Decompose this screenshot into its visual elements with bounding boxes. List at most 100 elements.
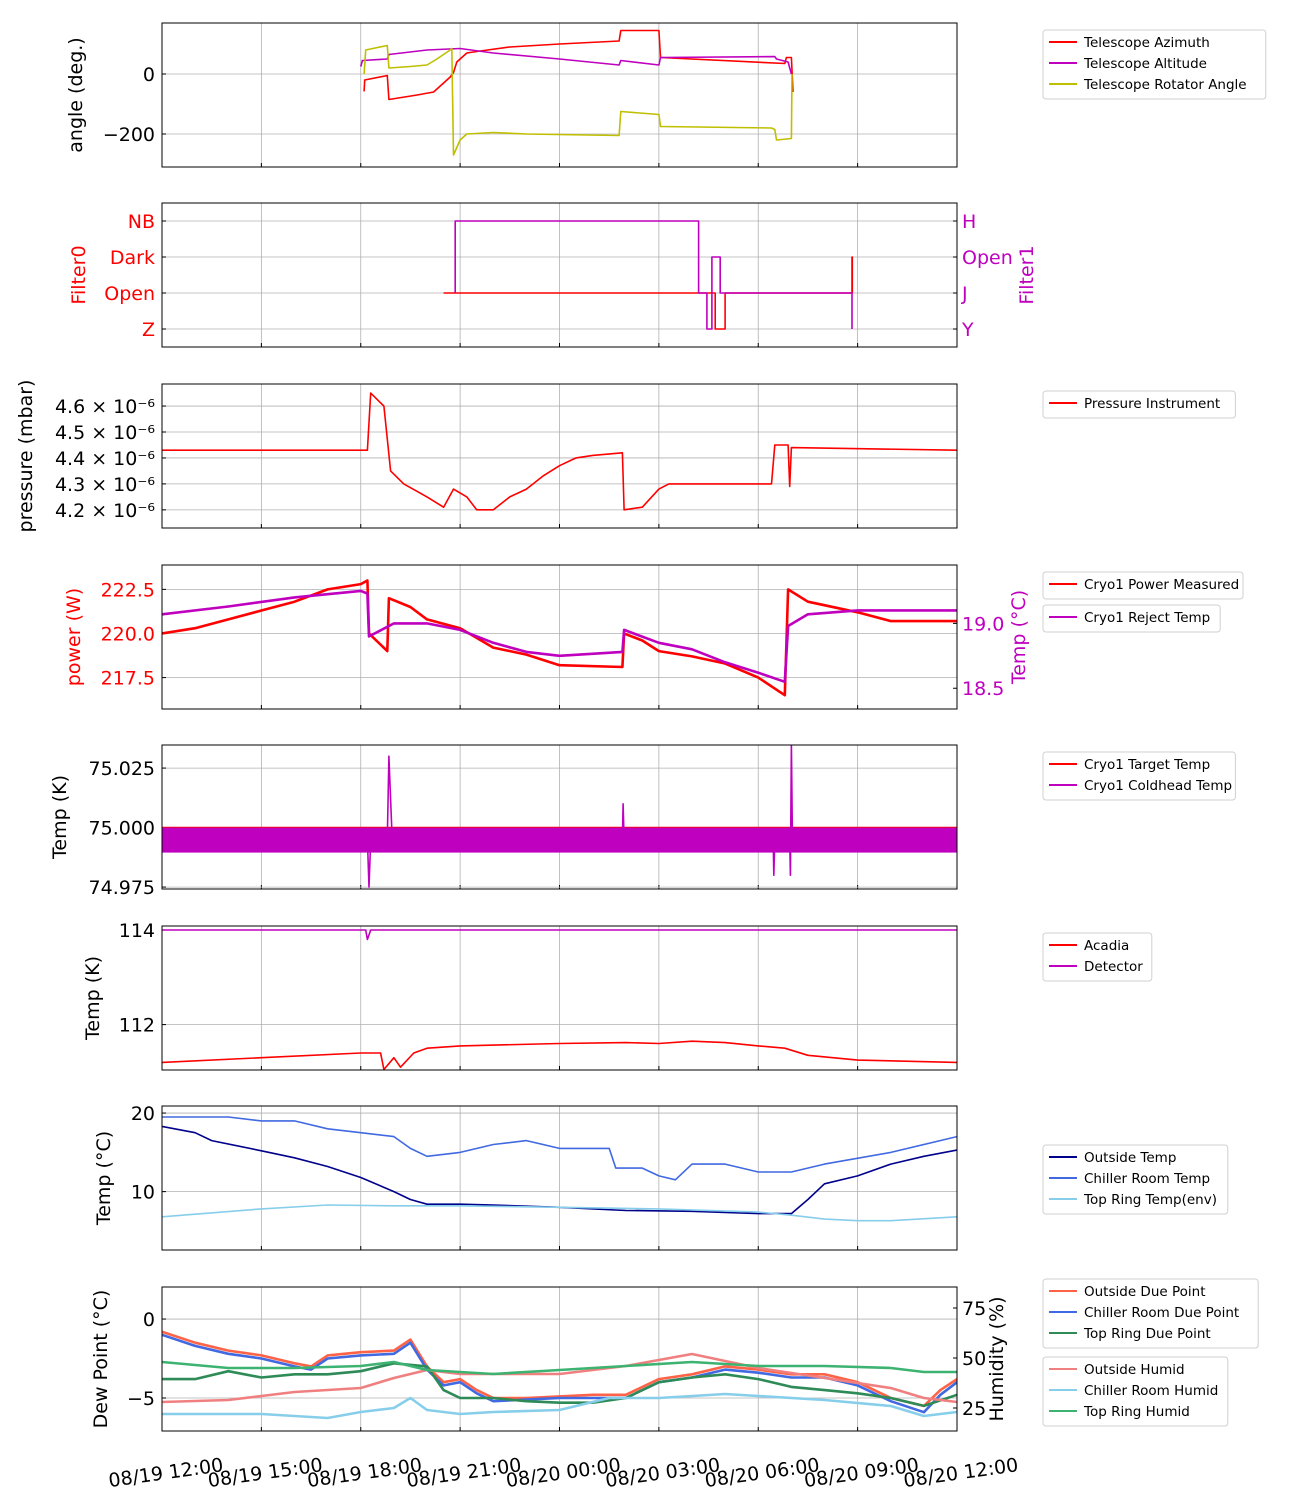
right-y-tick-label: H — [962, 211, 976, 233]
panel-6: 112 114 Temp (K) Acadia Detector — [82, 920, 1153, 1071]
right-y-tick-label: 25 — [962, 1398, 986, 1420]
legend: Pressure Instrument — [1042, 390, 1236, 419]
legend-label: Outside Humid — [1084, 1362, 1185, 1378]
y-axis-label: power (W) — [63, 588, 85, 686]
legend-box — [1042, 29, 1267, 100]
y-axis-label: angle (deg.) — [65, 37, 87, 152]
y-tick-label: −200 — [103, 124, 155, 146]
series-group — [162, 929, 957, 1070]
legend: Cryo1 Target Temp Cryo1 Coldhead Temp — [1042, 751, 1236, 801]
legend-box — [1042, 1144, 1229, 1215]
axes-frame — [161, 744, 958, 890]
y-axis-label: pressure (mbar) — [15, 380, 37, 533]
legend-label: Chiller Room Humid — [1084, 1383, 1218, 1399]
axes-frame — [161, 925, 958, 1071]
y-tick-label: −5 — [127, 1388, 155, 1410]
legend-box — [1042, 751, 1236, 801]
y-tick-label: 10 — [131, 1182, 155, 1204]
axes-frame — [161, 383, 958, 529]
series-group — [360, 29, 794, 156]
y-tick-label: 75.025 — [89, 758, 155, 780]
legend: Telescope Azimuth Telescope Altitude Teles… — [1042, 29, 1267, 100]
series-line-top-ring-due-point — [162, 1362, 957, 1408]
y-tick-label: 75.000 — [89, 818, 155, 840]
y-tick-label: 4.6 × 10⁻⁶ — [55, 396, 155, 418]
y-tick-label: 74.975 — [89, 877, 155, 899]
series-group — [162, 1116, 957, 1222]
y-axis-label: Dew Point (°C) — [90, 1290, 112, 1429]
legend-label: Chiller Room Temp — [1084, 1171, 1210, 1187]
axes-frame — [161, 564, 958, 710]
coldhead-noise-band — [162, 827, 957, 853]
series-line-top-ring-temp-env- — [162, 1204, 957, 1222]
series-line-pressure-instrument — [162, 392, 957, 511]
y-tick-label: 220.0 — [101, 623, 155, 645]
legend: Acadia Detector — [1042, 932, 1153, 982]
legend-box — [1042, 1278, 1259, 1349]
right-y-tick-label: J — [961, 283, 968, 305]
right-y-axis-label: Filter1 — [1016, 245, 1038, 304]
y-axis-label: Filter0 — [68, 245, 90, 304]
y-tick-label: 222.5 — [101, 579, 155, 601]
y-tick-label: 217.5 — [101, 668, 155, 690]
series-line-chiller-room-humid — [162, 1392, 957, 1420]
legend-label: Acadia — [1084, 938, 1129, 954]
legend-label: Chiller Room Due Point — [1084, 1305, 1239, 1321]
y-tick-label: 4.3 × 10⁻⁶ — [55, 474, 155, 496]
panel-3: 4.2 × 10⁻⁶ 4.3 × 10⁻⁶ 4.4 × 10⁻⁶ 4.5 × 10⁻⁶… — [15, 380, 1236, 533]
y-tick-label: Open — [104, 283, 155, 305]
right-y-tick-label: 19.0 — [962, 613, 1004, 635]
panel-1: 0 −200 angle (deg.) Telescope AzimuthTelesc… — [65, 22, 1267, 168]
y-axis-label: Temp (K) — [82, 956, 104, 1041]
legend: Cryo1 Reject Temp — [1042, 604, 1221, 633]
legend: Outside Due Point Chiller Room Due Point T… — [1042, 1278, 1259, 1349]
legend-label: Cryo1 Coldhead Temp — [1084, 778, 1232, 794]
series-line-telescope-azimuth — [363, 29, 794, 101]
legend-label: Cryo1 Target Temp — [1084, 757, 1210, 773]
y-tick-label: 20 — [131, 1103, 155, 1125]
y-tick-label: 4.5 × 10⁻⁶ — [55, 422, 155, 444]
x-tick-label: 08/20 12:00 — [902, 1454, 1019, 1492]
legend: Outside Humid Chiller Room Humid Top Ring … — [1042, 1356, 1229, 1427]
panel-8: −5 0 Dew Point (°C) 25 50 75 Humidity (%) Outsi… — [90, 1278, 1259, 1432]
axes-frame — [161, 22, 958, 168]
right-y-tick-label: Y — [961, 319, 974, 341]
panel-5: 74.975 75.000 75.025 Temp (K) Cryo1 Target T… — [49, 744, 1236, 899]
y-tick-label: 112 — [119, 1015, 155, 1037]
legend-box — [1042, 1356, 1229, 1427]
y-tick-label: NB — [128, 211, 155, 233]
y-tick-label: 114 — [119, 920, 155, 942]
right-y-tick-label: 18.5 — [962, 678, 1004, 700]
right-y-axis-label: Temp (°C) — [1008, 590, 1030, 685]
series-group — [162, 1330, 957, 1420]
series-line-detector — [162, 929, 957, 941]
series-line-outside-due-point — [162, 1330, 957, 1408]
y-tick-label: 0 — [143, 64, 155, 86]
legend-label: Telescope Rotator Angle — [1083, 77, 1247, 93]
panel-4: 217.5 220.0 222.5 power (W) 18.5 19.0 Temp (°C… — [63, 564, 1244, 710]
series-line-chiller-room-temp — [162, 1116, 957, 1181]
legend-label: Detector — [1084, 959, 1143, 975]
legend-label: Cryo1 Reject Temp — [1084, 610, 1210, 626]
legend-label: Top Ring Temp(env) — [1083, 1192, 1217, 1208]
series-line-acadia — [162, 1040, 957, 1070]
legend-label: Outside Due Point — [1084, 1284, 1206, 1300]
series-line-outside-humid — [162, 1352, 957, 1404]
panel-7: 10 20 Temp (°C) Outside Temp Chiller Room Te… — [93, 1103, 1229, 1251]
legend-label: Cryo1 Power Measured — [1084, 577, 1239, 593]
series-group — [443, 220, 854, 330]
legend-box — [1042, 604, 1221, 633]
panel-2: Z Open Dark NB Filter0 YJ Open H Filter1 — [68, 202, 1038, 348]
series-group — [162, 392, 957, 511]
series-line-cryo1-reject-temp — [162, 589, 957, 684]
legend: Cryo1 Power Measured — [1042, 571, 1244, 600]
legend-label: Outside Temp — [1084, 1150, 1176, 1166]
right-y-tick-label: 75 — [962, 1298, 986, 1320]
legend-label: Telescope Altitude — [1083, 56, 1207, 72]
y-tick-label: Dark — [110, 247, 155, 269]
y-axis-label: Temp (°C) — [93, 1131, 115, 1226]
legend: Outside Temp Chiller Room Temp Top Ring Te… — [1042, 1144, 1229, 1215]
series-line-filter1 — [454, 220, 853, 330]
